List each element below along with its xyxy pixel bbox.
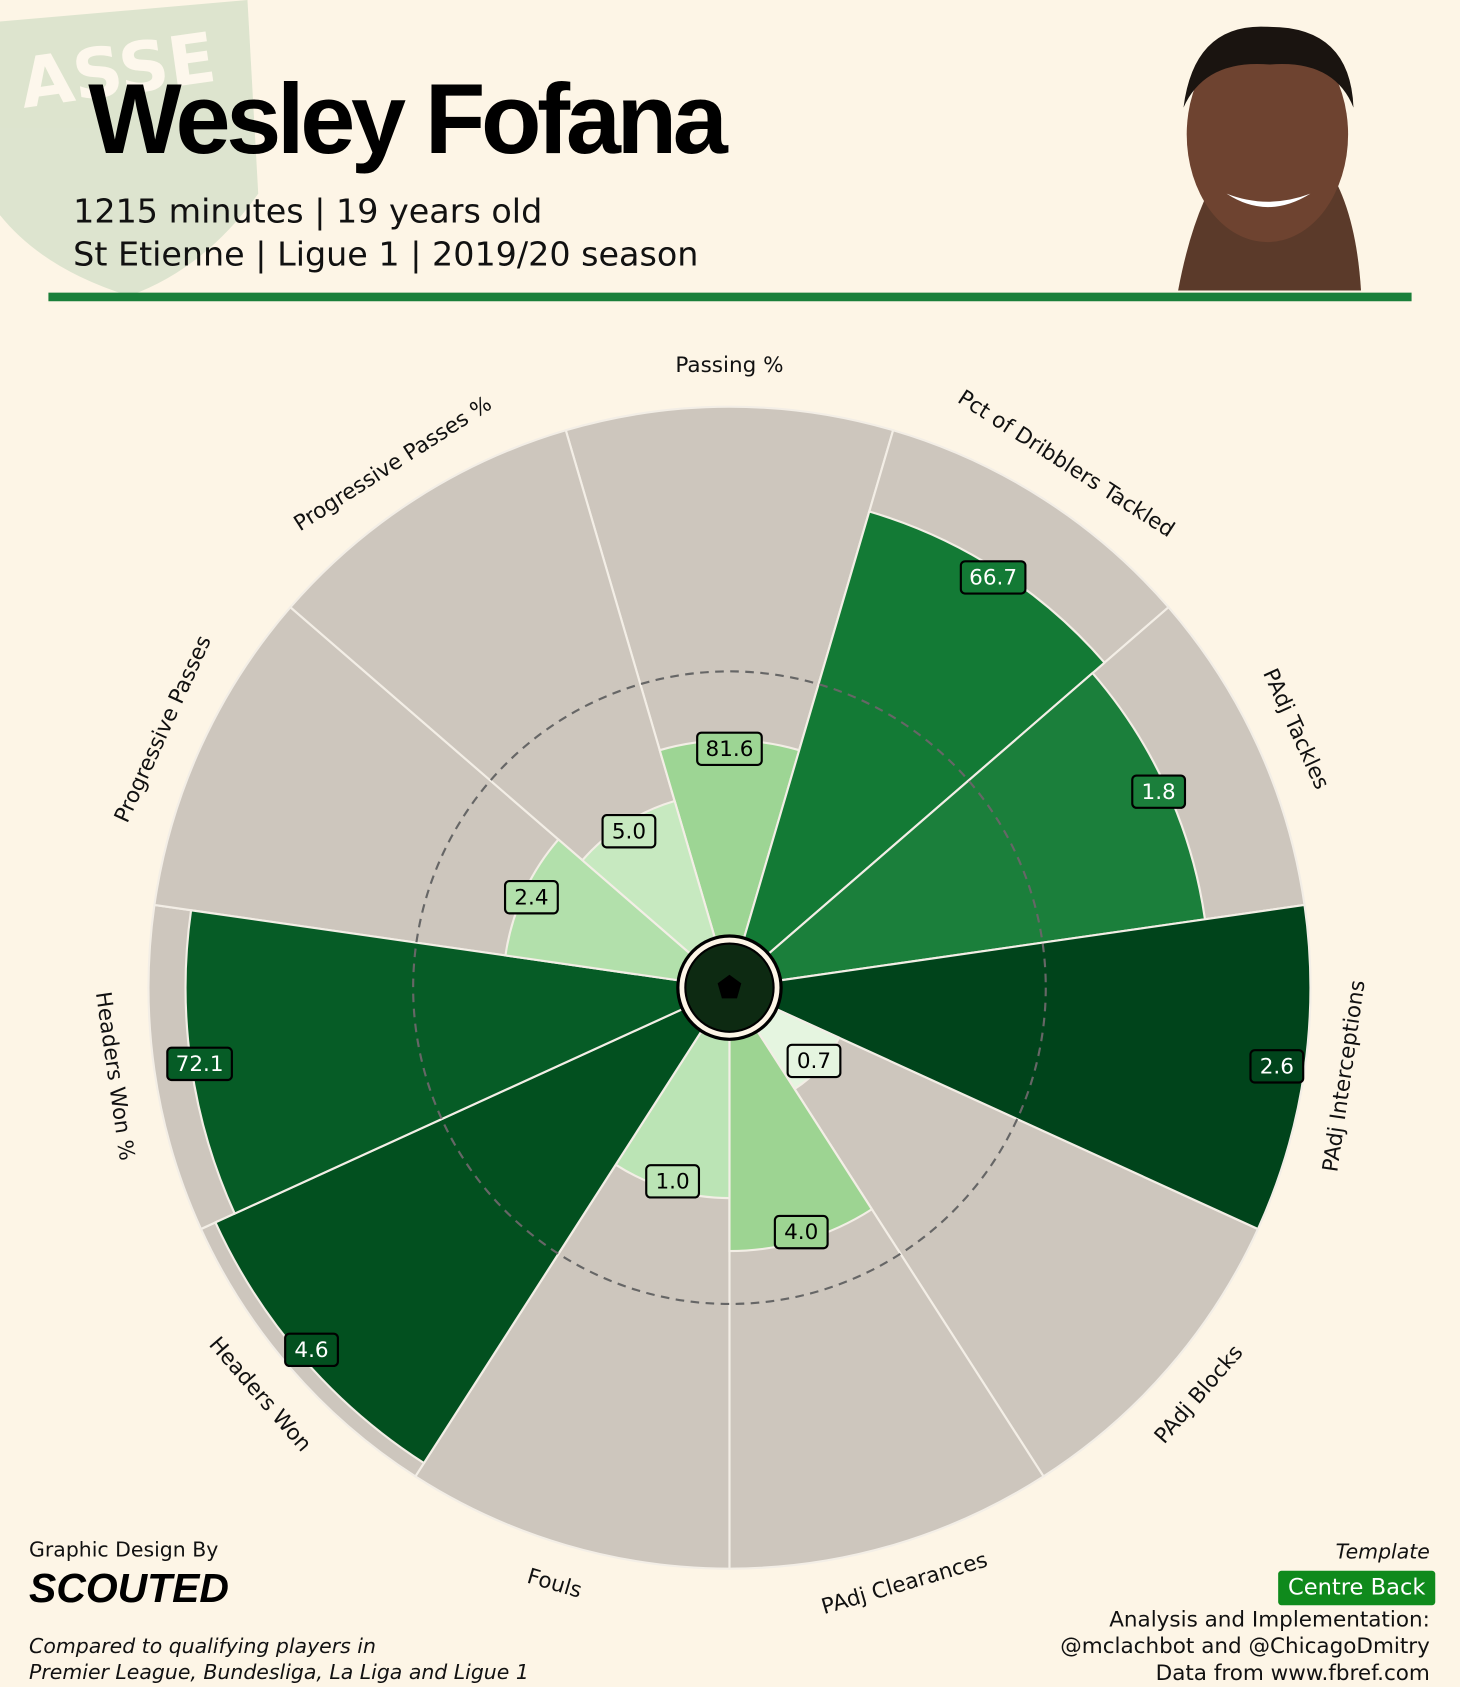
value-box bbox=[1249, 1049, 1305, 1084]
value-box bbox=[284, 1332, 339, 1368]
footer-text: Compared to qualifying players in bbox=[29, 1634, 376, 1658]
value-label: 4.0 bbox=[784, 1220, 818, 1245]
value-label: 72.1 bbox=[176, 1052, 224, 1077]
value-label: 2.4 bbox=[514, 885, 548, 910]
value-label: 1.8 bbox=[1142, 780, 1176, 805]
player-photo bbox=[1178, 26, 1362, 291]
reference-circle bbox=[412, 670, 1047, 1306]
value-label: 1.0 bbox=[655, 1169, 689, 1194]
template-badge bbox=[1278, 1570, 1436, 1606]
value-box bbox=[786, 1043, 842, 1079]
footer-text: Data from www.fbref.com bbox=[1156, 1661, 1430, 1686]
footer-text: @mclachbot and @ChicagoDmitry bbox=[1060, 1634, 1430, 1659]
value-box bbox=[166, 1046, 233, 1082]
photo-face bbox=[1186, 26, 1349, 243]
footer-text: Graphic Design By bbox=[29, 1537, 218, 1561]
value-box bbox=[503, 880, 559, 915]
subtitle: 1215 minutes | 19 years old bbox=[73, 192, 542, 231]
logo-shield bbox=[0, 0, 259, 296]
value-label: 2.6 bbox=[1260, 1054, 1294, 1079]
subtitle: St Etienne | Ligue 1 | 2019/20 season bbox=[73, 235, 698, 274]
club-logo: ASSE bbox=[0, 0, 259, 296]
background-wedge bbox=[564, 405, 895, 992]
template-name: Centre Back bbox=[1288, 1575, 1426, 1601]
title: Wesley Fofana bbox=[88, 63, 729, 174]
footer-text: Premier League, Bundesliga, La Liga and … bbox=[29, 1660, 529, 1684]
category-label: Passing % bbox=[675, 353, 783, 378]
value-box bbox=[773, 1214, 829, 1250]
wedge bbox=[725, 903, 1312, 1231]
value-label: 0.7 bbox=[797, 1049, 831, 1074]
value-box bbox=[959, 560, 1027, 595]
value-label: 5.0 bbox=[612, 819, 646, 844]
footer-text: Template bbox=[1336, 1540, 1430, 1564]
value-label: 4.6 bbox=[294, 1338, 328, 1363]
value-label: 66.7 bbox=[969, 565, 1017, 590]
value-box bbox=[1131, 774, 1187, 809]
value-box bbox=[696, 731, 763, 766]
value-box bbox=[645, 1164, 701, 1199]
brand: SCOUTED bbox=[29, 1565, 229, 1611]
photo-hair bbox=[1183, 26, 1354, 108]
ball-pattern bbox=[717, 974, 742, 999]
value-label: 81.6 bbox=[706, 737, 754, 762]
footer-text: Analysis and Implementation: bbox=[1109, 1607, 1430, 1632]
value-box bbox=[601, 814, 657, 849]
header-rule bbox=[48, 292, 1412, 302]
photo-smile bbox=[1226, 193, 1311, 208]
background-wedge bbox=[726, 985, 1260, 1478]
